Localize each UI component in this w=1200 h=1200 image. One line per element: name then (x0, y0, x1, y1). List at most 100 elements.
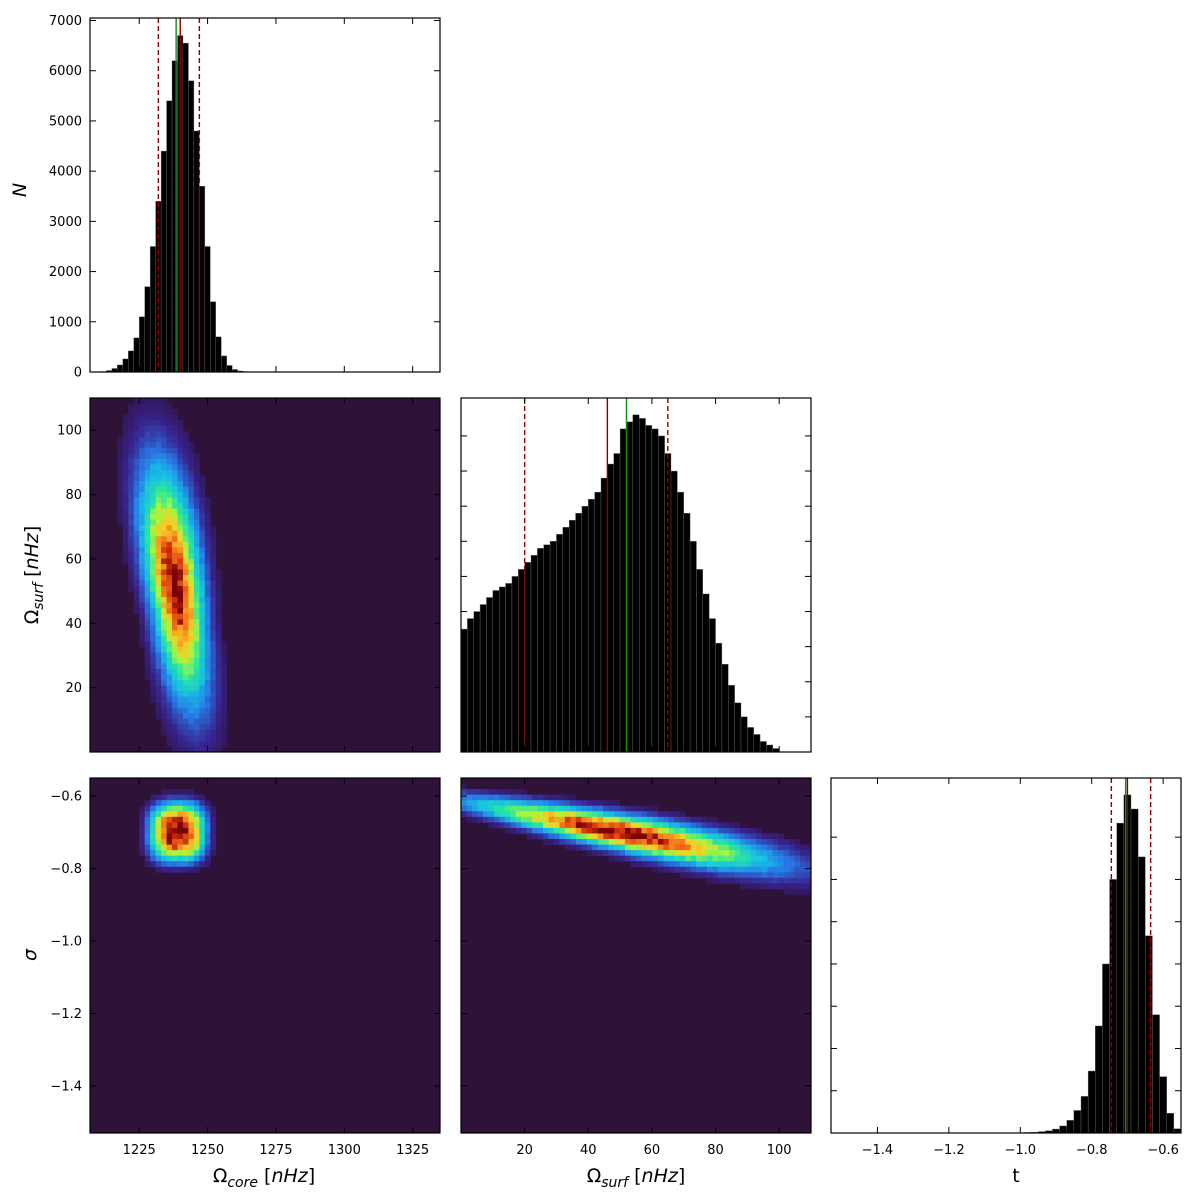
density-cell (630, 844, 637, 851)
density-cell (172, 591, 178, 598)
density-cell (204, 707, 211, 714)
density-cell (133, 409, 140, 415)
density-cell (150, 569, 157, 576)
density-cell (559, 822, 566, 829)
density-cell (199, 547, 206, 554)
density-cell (161, 536, 167, 543)
density-cell (488, 789, 495, 796)
density-cell (188, 702, 195, 709)
histogram-bar (518, 569, 525, 753)
density-cell (188, 724, 195, 731)
density-cell (188, 746, 195, 753)
density-cell (182, 608, 189, 615)
density-cell (210, 663, 217, 670)
density-cell (182, 453, 189, 460)
density-cell (144, 536, 151, 543)
histogram-bar (556, 534, 564, 753)
density-cell (215, 713, 222, 720)
density-cell (172, 641, 178, 648)
density-cell (193, 822, 200, 829)
density-cell (144, 586, 151, 592)
density-cell (215, 729, 222, 736)
histogram-bar (747, 727, 754, 753)
density-cell (199, 707, 206, 714)
density-cell (701, 872, 708, 879)
density-cell (204, 608, 211, 615)
density-cell (182, 646, 189, 653)
density-cell (161, 624, 167, 631)
density-cell (652, 827, 659, 834)
density-cell (193, 586, 200, 592)
histogram-bar (492, 590, 500, 753)
density-cell (521, 816, 528, 823)
density-cell (707, 822, 713, 829)
density-cell (182, 707, 189, 714)
density-cell (210, 586, 217, 592)
density-cell (712, 839, 719, 845)
density-cell (150, 503, 157, 510)
density-cell (172, 850, 178, 857)
density-cell (161, 591, 167, 598)
density-cell (172, 458, 178, 465)
density-cell (493, 794, 500, 801)
density-cell (608, 839, 615, 845)
density-cell (597, 839, 604, 845)
density-cell (155, 447, 162, 454)
density-cell (166, 541, 173, 548)
density-cell (199, 630, 206, 637)
histogram-bar (670, 470, 678, 753)
density-cell (734, 877, 741, 884)
density-cell (221, 740, 228, 747)
density-cell (139, 811, 146, 818)
density-cell (161, 580, 167, 587)
density-cell (199, 669, 206, 675)
density-cell (199, 822, 206, 829)
density-cell (182, 740, 189, 747)
density-cell (193, 580, 200, 587)
density-cell (685, 850, 692, 857)
density-cell (199, 811, 206, 818)
density-cell (696, 850, 703, 857)
density-cell (778, 861, 785, 868)
density-cell (592, 811, 599, 818)
density-cell (172, 447, 178, 454)
density-cell (139, 431, 146, 438)
density-cell (690, 866, 697, 873)
density-cell (144, 619, 151, 626)
histogram-bar (581, 505, 589, 753)
density-cell (215, 735, 222, 742)
density-cell (122, 536, 129, 543)
density-cell (734, 855, 741, 862)
density-cell (172, 469, 178, 476)
density-cell (139, 514, 146, 521)
density-cell (728, 866, 735, 873)
density-cell (150, 425, 157, 432)
density-cell (166, 724, 173, 731)
density-cell (499, 800, 506, 807)
density-cell (712, 816, 719, 823)
density-cell (177, 827, 184, 834)
density-cell (144, 414, 151, 421)
density-cell (193, 469, 200, 476)
density-cell (215, 646, 222, 653)
density-cell (177, 602, 184, 609)
density-cell (139, 409, 146, 415)
density-cell (466, 805, 473, 812)
density-cell (177, 794, 184, 801)
density-cell (177, 866, 184, 873)
density-cell (471, 789, 478, 796)
density-cell (144, 844, 151, 851)
density-cell (150, 464, 157, 471)
density-cell (663, 839, 670, 845)
density-cell (150, 613, 157, 620)
density-cell (150, 486, 157, 493)
density-cell (172, 702, 178, 709)
density-cell (166, 486, 173, 493)
density-cell (133, 458, 140, 465)
density-cell (139, 635, 146, 642)
density-cell (767, 872, 774, 879)
density-cell (204, 855, 211, 862)
density-cell (144, 635, 151, 642)
density-cell (128, 469, 135, 476)
density-cell (150, 541, 157, 548)
